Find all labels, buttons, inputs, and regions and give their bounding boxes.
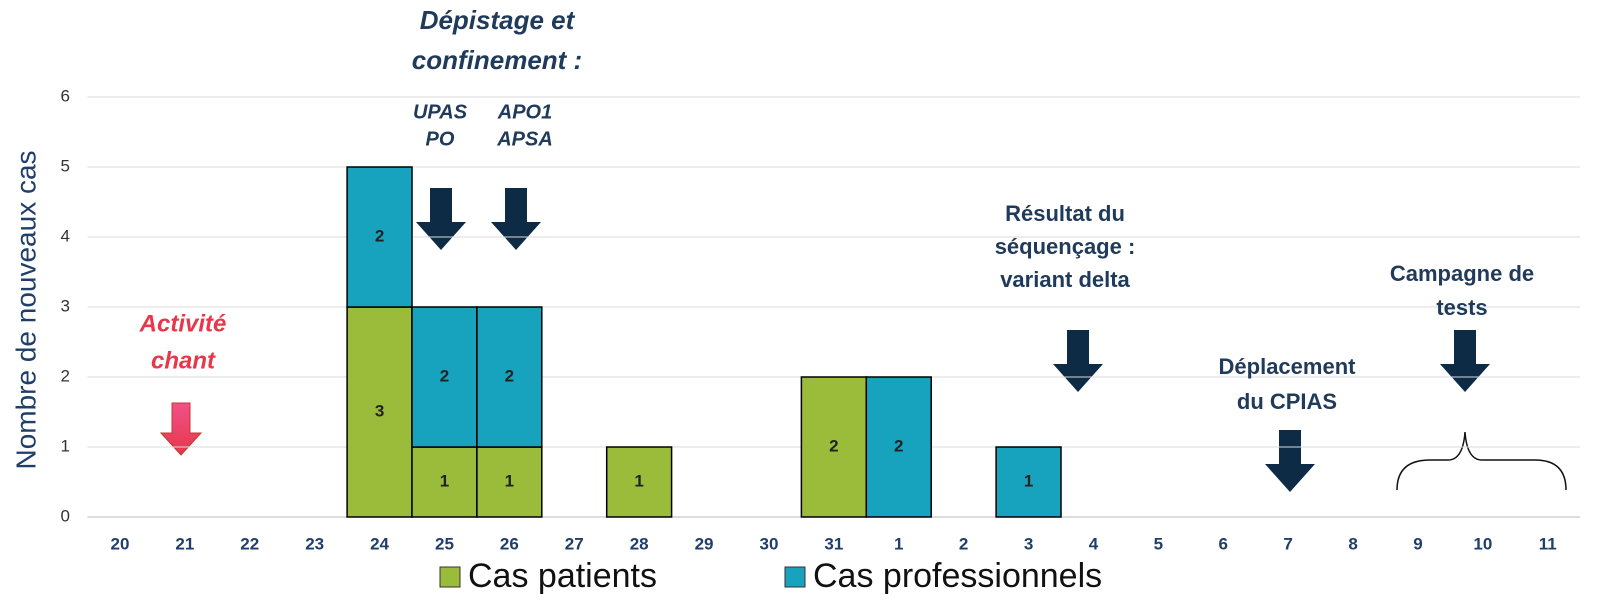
brace: [1396, 431, 1567, 491]
x-tick-label: 10: [1473, 534, 1492, 553]
legend-swatch: [784, 566, 806, 588]
arrow: [159, 402, 203, 456]
annotation: Résultat du: [1005, 201, 1125, 226]
data-label: 2: [894, 436, 903, 455]
annotation: confinement :: [412, 45, 582, 75]
annotation: APSA: [496, 128, 553, 150]
x-tick-label: 25: [435, 534, 454, 553]
data-label: 2: [505, 366, 514, 385]
x-tick-label: 27: [565, 534, 584, 553]
legend-label: Cas professionnels: [813, 557, 1102, 595]
data-label: 2: [829, 436, 838, 455]
bar-segment: [605, 446, 673, 518]
annotation: Activité: [139, 310, 227, 337]
x-tick-label: 9: [1413, 534, 1422, 553]
data-label: 1: [440, 471, 449, 490]
arrow: [491, 188, 541, 250]
x-tick-label: 21: [175, 534, 194, 553]
bar-segment: [411, 306, 478, 448]
x-tick-label: 20: [110, 534, 129, 553]
x-tick-label: 26: [500, 534, 519, 553]
x-tick-label: 22: [240, 534, 259, 553]
data-label: 2: [440, 366, 449, 385]
arrow: [1440, 330, 1490, 392]
annotation: chant: [151, 347, 216, 374]
x-tick-label: 24: [370, 534, 389, 553]
arrow: [416, 188, 466, 250]
y-tick-label: 4: [61, 226, 70, 245]
y-axis-label: Nombre de nouveaux cas: [10, 150, 41, 469]
y-tick-label: 5: [61, 156, 70, 175]
arrow: [1265, 430, 1315, 492]
data-label: 3: [375, 401, 384, 420]
y-tick-label: 0: [61, 506, 70, 525]
annotation: variant delta: [1000, 267, 1130, 292]
x-tick-label: 28: [630, 534, 649, 553]
annotation: séquençage :: [995, 234, 1136, 259]
data-label: 1: [505, 471, 514, 490]
bar-segment: [800, 376, 868, 518]
data-label: 1: [1024, 471, 1033, 490]
x-tick-label: 23: [305, 534, 324, 553]
annotation: Déplacement: [1219, 354, 1357, 379]
x-tick-label: 5: [1154, 534, 1163, 553]
x-tick-label: 29: [695, 534, 714, 553]
legend-label: Cas patients: [468, 557, 657, 595]
y-tick-label: 6: [61, 86, 70, 105]
y-tick-label: 1: [61, 436, 70, 455]
y-tick-label: 3: [61, 296, 70, 315]
bar-segment: [346, 166, 413, 308]
x-tick-label: 31: [824, 534, 843, 553]
legend-swatch: [439, 566, 461, 588]
arrow: [1053, 330, 1103, 392]
x-tick-label: 3: [1024, 534, 1033, 553]
x-tick-label: 11: [1539, 534, 1557, 553]
y-tick-label: 2: [61, 366, 70, 385]
annotation: Dépistage et: [420, 5, 576, 35]
annotation: du CPIAS: [1237, 389, 1337, 414]
x-tick-label: 1: [894, 534, 903, 553]
x-tick-label: 6: [1219, 534, 1228, 553]
bar-segment: [865, 376, 932, 518]
data-label: 2: [375, 226, 384, 245]
annotation: tests: [1436, 295, 1487, 320]
bar-segment: [995, 446, 1062, 518]
data-label: 1: [634, 471, 643, 490]
x-tick-label: 2: [959, 534, 968, 553]
x-tick-label: 30: [759, 534, 778, 553]
x-tick-label: 7: [1283, 534, 1292, 553]
annotation: UPAS: [413, 101, 468, 123]
x-tick-label: 4: [1089, 534, 1099, 553]
bar-segment: [476, 306, 543, 448]
x-tick-label: 8: [1348, 534, 1357, 553]
annotation: Campagne de: [1390, 261, 1534, 286]
annotation: PO: [426, 128, 455, 150]
annotation: APO1: [497, 101, 552, 123]
